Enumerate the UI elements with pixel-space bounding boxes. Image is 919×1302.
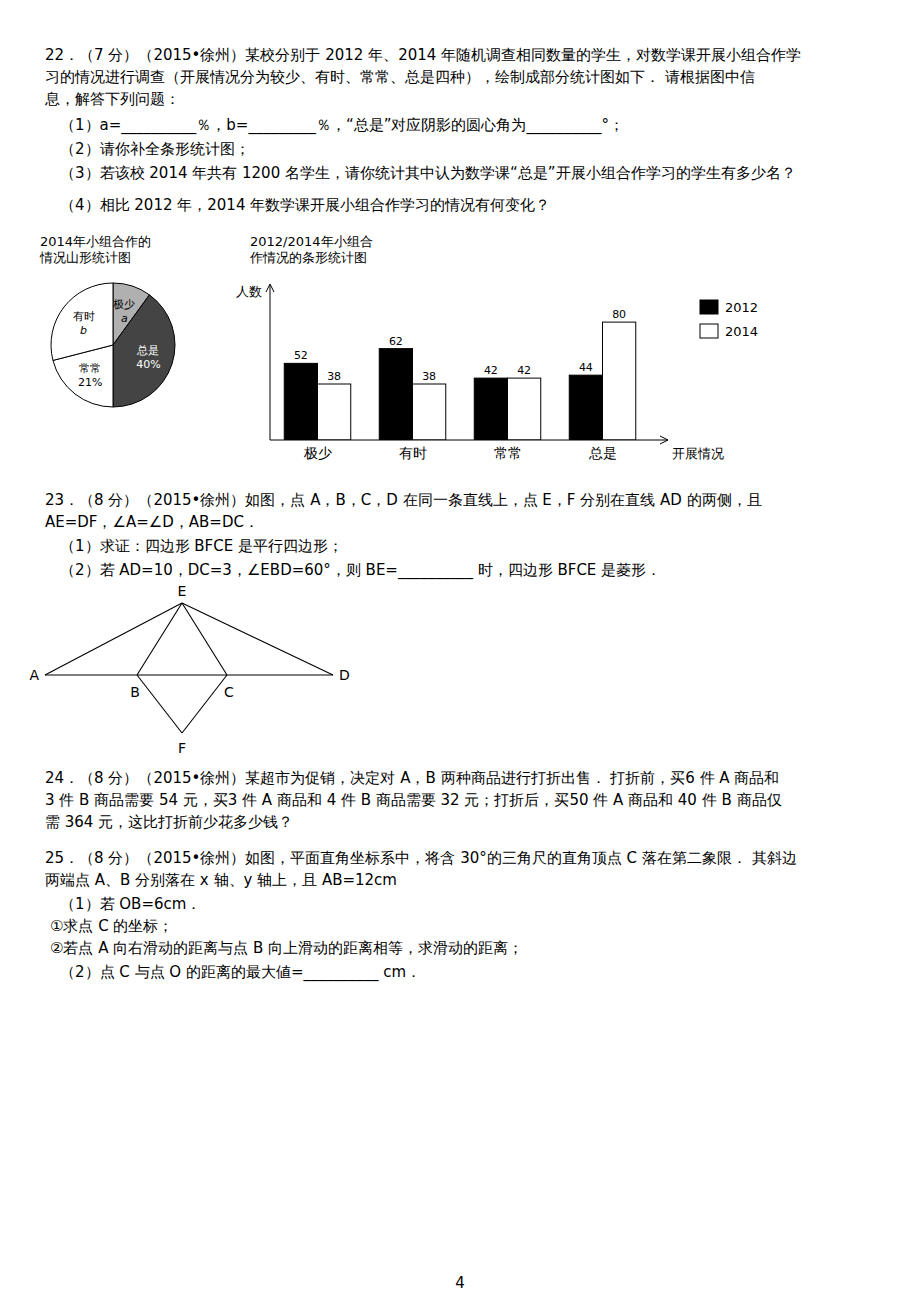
question-text: （2）请你补全条形统计图； xyxy=(60,140,250,158)
question-text: （3）若该校 2014 年共有 1200 名学生，请你统计其中认为数学课“总是”… xyxy=(60,164,796,182)
bar xyxy=(379,349,412,440)
bars xyxy=(284,322,636,440)
pie-chart: 2014年小组合作的情况山形统计图极少a 总是40% 常常21% 有时b xyxy=(39,234,175,407)
question-text: （2）若 AD=10，DC=3，∠EBD=60°，则 BE=__________… xyxy=(60,561,661,580)
data-label: 40% xyxy=(136,358,160,371)
figure-label: C xyxy=(224,684,234,700)
x-tick-label: 极少 xyxy=(303,445,332,461)
bar xyxy=(569,375,602,440)
bar xyxy=(284,363,317,440)
figure-segment xyxy=(182,603,227,675)
question-text: （1）若 OB=6cm． xyxy=(60,895,201,913)
slice-label: 常常 xyxy=(79,362,101,375)
question-text: （1）求证：四边形 BFCE 是平行四边形； xyxy=(60,537,343,555)
bar xyxy=(413,384,446,440)
figure-label: A xyxy=(29,667,39,683)
question-text: （2）点 C 与点 O 的距离的最大値=__________ cm． xyxy=(60,963,421,982)
question-text: 24．（8 分）（2015•徐州）某超市为促销，决定对 A，B 两种商品进行打折… xyxy=(45,769,779,787)
pie-slice xyxy=(51,283,113,360)
data-label: a xyxy=(121,312,128,325)
question-text: 息，解答下列问题： xyxy=(44,90,180,108)
y-axis-label: 人数 xyxy=(236,284,262,299)
data-label: 21% xyxy=(78,376,102,389)
chart-title: 2012/2014年小组合 xyxy=(250,234,373,249)
legend-swatch xyxy=(700,324,718,338)
slice-label: 有时 xyxy=(73,310,95,323)
page: 22．（7 分）（2015•徐州）某校分别于 2012 年、2014 年随机调查… xyxy=(0,0,919,1302)
legend-label: 2014 xyxy=(725,324,758,339)
figure-segment xyxy=(137,675,182,733)
figure-segment xyxy=(182,675,227,733)
question-text: 习的情况进行调查（开展情况分为较少、有时、常常、总是四种），绘制成部分统计图如下… xyxy=(45,68,755,86)
page-number: 4 xyxy=(455,1274,465,1292)
x-tick-label: 总是 xyxy=(588,445,617,461)
x-axis-line xyxy=(270,440,668,441)
question-text: 22．（7 分）（2015•徐州）某校分别于 2012 年、2014 年随机调查… xyxy=(45,46,801,64)
figure-label: E xyxy=(178,583,187,599)
data-label: 80 xyxy=(612,308,626,321)
x-tick-label: 有时 xyxy=(399,445,427,461)
figure-label: B xyxy=(130,684,140,700)
question-text: 3 件 B 商品需要 54 元，买3 件 A 商品和 4 件 B 商品需要 32… xyxy=(45,791,782,809)
question-text: （4）相比 2012 年，2014 年数学课开展小组合作学习的情况有何变化？ xyxy=(60,196,550,214)
data-label: 62 xyxy=(389,335,403,348)
question-text: 23．（8 分）（2015•徐州）如图，点 A，B，C，D 在同一条直线上，点 … xyxy=(45,491,762,509)
legend-swatch xyxy=(700,300,718,314)
figure-segment xyxy=(137,603,182,675)
figure-segment xyxy=(45,603,182,675)
data-label: 38 xyxy=(422,370,436,383)
slice-label: 极少 xyxy=(112,298,135,311)
chart-title: 情况山形统计图 xyxy=(39,250,131,265)
question-text: ①求点 C 的坐标； xyxy=(50,917,173,935)
figure-label: F xyxy=(178,740,186,756)
figure-segment xyxy=(182,603,333,675)
pie-slice xyxy=(113,295,175,407)
question-text: 需 364 元，这比打折前少花多少钱？ xyxy=(45,813,293,831)
y-axis-arrow xyxy=(266,284,274,292)
bar xyxy=(508,378,541,440)
geometry-figure: A B C D E F xyxy=(29,583,349,756)
question-text: 两端点 A、B 分别落在 x 轴、y 轴上，且 AB=12cm xyxy=(45,871,397,889)
chart-title: 2014年小组合作的 xyxy=(40,234,151,249)
bar xyxy=(603,322,636,440)
chart-title: 作情况的条形统计图 xyxy=(249,250,367,265)
data-label: 42 xyxy=(517,364,531,377)
x-tick-label: 常常 xyxy=(494,445,522,461)
data-label: 52 xyxy=(294,349,308,362)
x-axis-label: 开展情况 xyxy=(672,446,724,461)
question-text: AE=DF，∠A=∠D，AB=DC． xyxy=(45,513,259,531)
bar-chart: 2012/2014年小组合作情况的条形统计图 52 62 42 44 38 38 42 80 极少… xyxy=(236,234,758,461)
question-text: 25．（8 分）（2015•徐州）如图，平面直角坐标系中，将含 30°的三角尺的… xyxy=(45,849,797,867)
slice-label: 总是 xyxy=(136,344,159,357)
x-axis-arrow xyxy=(660,436,668,444)
legend-label: 2012 xyxy=(725,300,758,315)
data-label: 44 xyxy=(579,361,593,374)
y-axis-line xyxy=(270,285,271,440)
data-label: b xyxy=(80,324,87,337)
legend: 2012 2014 xyxy=(700,300,758,339)
bar xyxy=(318,384,351,440)
bar xyxy=(474,378,507,440)
question-text: （1）a=__________％，b=_________％，“总是”对应阴影的圆… xyxy=(60,116,624,135)
figure-segment xyxy=(45,674,333,675)
data-label: 38 xyxy=(327,370,341,383)
data-label: 42 xyxy=(484,364,498,377)
question-text: ②若点 A 向右滑动的距离与点 B 向上滑动的距离相等，求滑动的距离； xyxy=(50,939,523,957)
figure-label: D xyxy=(339,667,350,683)
